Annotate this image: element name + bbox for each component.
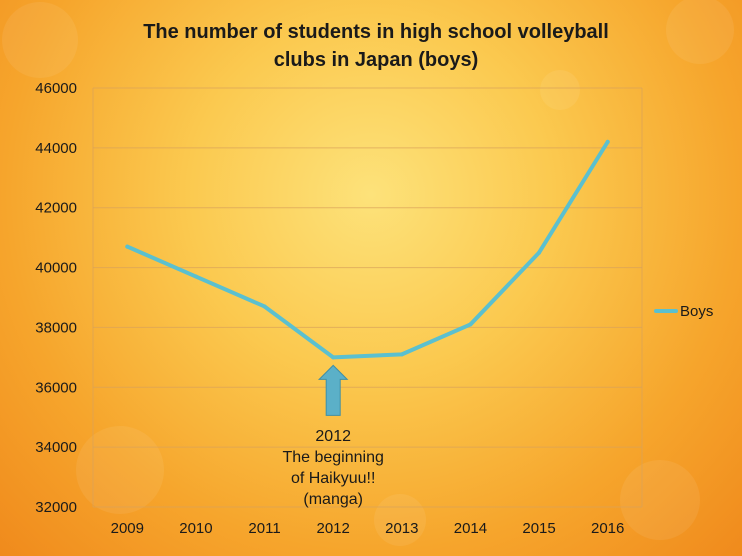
y-tick-label: 34000 (35, 439, 77, 456)
legend-label: Boys (680, 303, 713, 320)
annotation-haikyuu: 2012 The beginning of Haikyuu!! (manga) (282, 364, 384, 508)
legend: Boys (654, 303, 713, 320)
data-point (331, 355, 336, 360)
y-tick-label: 38000 (35, 319, 77, 336)
y-tick-label: 32000 (35, 499, 77, 516)
gridlines (92, 87, 643, 508)
y-tick-label: 46000 (35, 80, 77, 97)
annotation-text: (manga) (303, 491, 363, 508)
series-boys (125, 139, 610, 360)
data-point (468, 322, 473, 327)
data-point (605, 139, 610, 144)
chart-title-line-1: The number of students in high school vo… (143, 21, 609, 43)
x-tick-label: 2014 (454, 520, 487, 537)
y-axis-ticks: 32000 34000 36000 38000 40000 42000 44000 46000 (35, 80, 77, 516)
data-point (399, 352, 404, 357)
data-point (262, 304, 267, 309)
data-point (537, 250, 542, 255)
x-axis-ticks: 2009 2010 2011 2012 2013 2014 2015 2016 (111, 520, 625, 537)
y-tick-label: 44000 (35, 140, 77, 157)
y-tick-label: 36000 (35, 379, 77, 396)
y-tick-label: 42000 (35, 200, 77, 217)
x-tick-label: 2012 (317, 520, 350, 537)
x-tick-label: 2013 (385, 520, 418, 537)
x-tick-label: 2016 (591, 520, 624, 537)
x-tick-label: 2011 (248, 520, 280, 537)
annotation-text: The beginning (282, 449, 383, 466)
y-tick-label: 40000 (35, 260, 77, 277)
x-tick-label: 2015 (522, 520, 555, 537)
data-point (193, 274, 198, 279)
data-point (125, 244, 130, 249)
chart-title-line-2: clubs in Japan (boys) (274, 49, 478, 71)
annotation-text: 2012 (315, 428, 351, 445)
x-tick-label: 2010 (179, 520, 212, 537)
annotation-text: of Haikyuu!! (291, 470, 375, 487)
series-line-boys (125, 139, 610, 360)
x-tick-label: 2009 (111, 520, 144, 537)
up-arrow-icon (317, 364, 349, 416)
